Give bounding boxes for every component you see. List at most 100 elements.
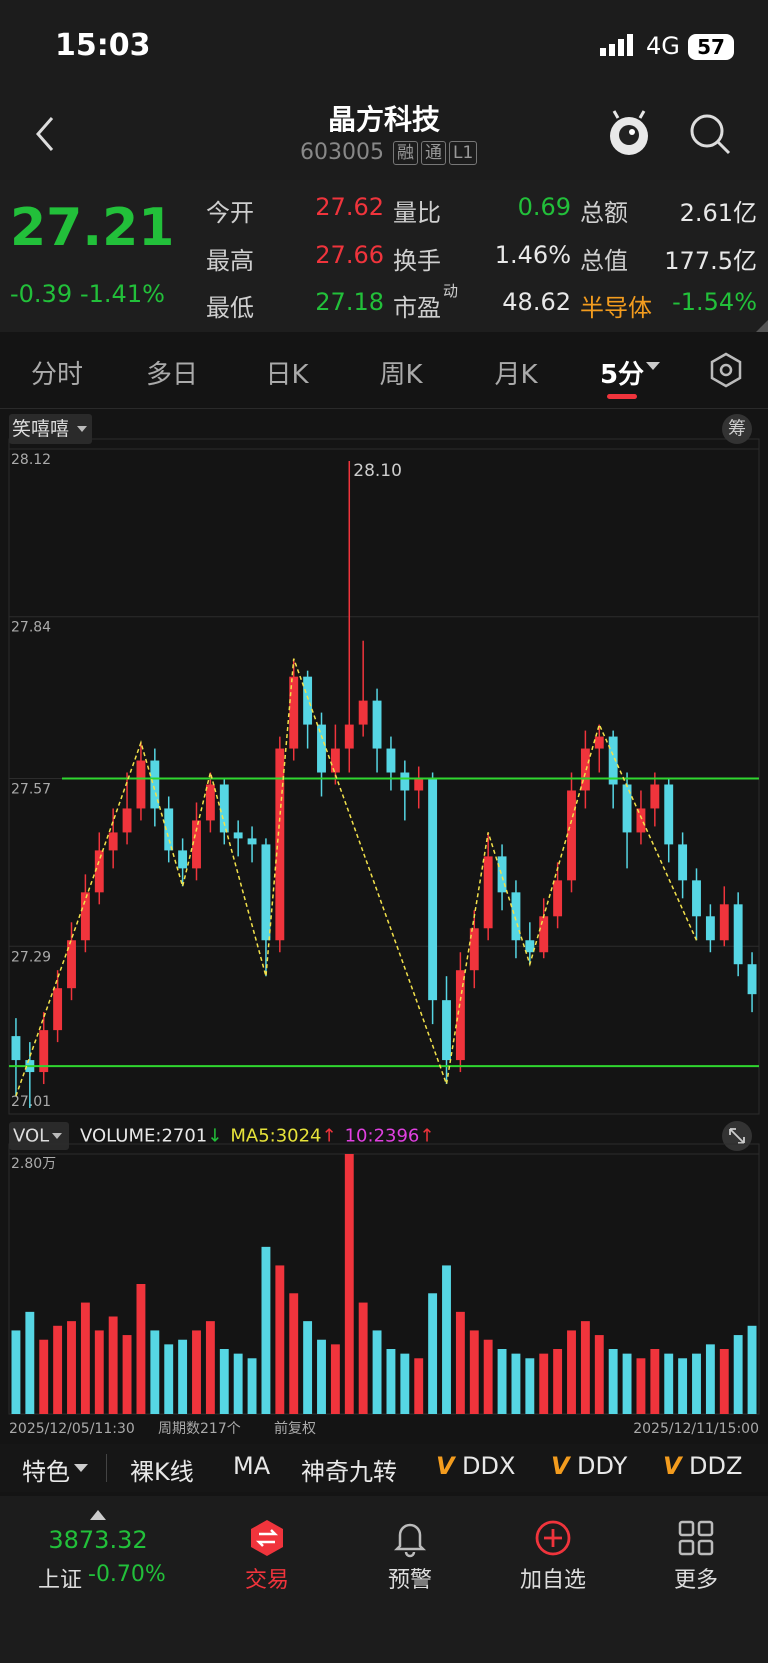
volume-bar — [733, 1335, 743, 1414]
indicator-select[interactable] — [9, 414, 92, 444]
volume-bar — [358, 1302, 368, 1414]
nav-label[interactable]: 加自选 — [519, 1568, 586, 1593]
volume-bar — [247, 1358, 257, 1414]
indicator[interactable]: DDX — [462, 1452, 516, 1480]
nav-label[interactable]: 交易 — [244, 1568, 289, 1593]
corner-mark — [756, 320, 768, 332]
volume-bar — [525, 1358, 535, 1414]
candle-body — [664, 784, 674, 845]
field-value: 2.61亿 — [679, 199, 757, 227]
nav-icon[interactable] — [676, 1518, 716, 1558]
candle-body — [67, 940, 76, 989]
indicator[interactable]: DDY — [577, 1452, 628, 1480]
candle-body — [11, 1036, 21, 1061]
field-label-sup: 动 — [443, 282, 459, 300]
nav-icon[interactable] — [247, 1518, 287, 1558]
tag: 通 — [421, 141, 446, 165]
field-label: 换手 — [393, 247, 441, 275]
back-button[interactable] — [30, 114, 60, 154]
indicator-icon: V — [551, 1452, 570, 1480]
indicator[interactable]: 神奇九转 — [301, 1458, 397, 1486]
volume-bar — [261, 1246, 271, 1414]
candle-body — [372, 700, 382, 749]
adjust-mode: 前复权 — [274, 1420, 316, 1437]
volume-bar — [275, 1265, 285, 1414]
field-label: 总值 — [580, 247, 628, 275]
volume-bar — [317, 1339, 326, 1414]
nav-icon[interactable] — [390, 1518, 430, 1558]
candle-body — [636, 808, 646, 833]
candle-body — [178, 850, 188, 869]
indicator-caret — [74, 1464, 88, 1472]
candle-body — [580, 748, 590, 791]
candle-body — [261, 844, 271, 941]
tab[interactable]: 周K — [379, 360, 423, 390]
candle-body — [108, 832, 118, 851]
search-icon[interactable] — [688, 112, 732, 156]
volume-bar — [650, 1349, 660, 1414]
volume-bar — [608, 1349, 618, 1414]
tag: 融 — [393, 141, 418, 165]
volume-bar — [400, 1353, 410, 1414]
vol-legend: 10:2396 — [345, 1126, 420, 1147]
volume-bar — [94, 1330, 104, 1414]
indicator[interactable]: 裸K线 — [130, 1458, 194, 1486]
field-value: 177.5亿 — [664, 247, 757, 275]
bottom-nav — [0, 1496, 768, 1663]
candle-body — [414, 778, 424, 791]
candle-body — [608, 736, 618, 785]
volume-bar — [636, 1358, 646, 1414]
field-value: 1.46% — [494, 241, 571, 269]
volume-bar — [219, 1349, 229, 1414]
change-percent: -1.41% — [80, 280, 165, 308]
candle-body — [303, 676, 313, 725]
vol-tick-label: 2.80万 — [11, 1156, 56, 1172]
settings-icon[interactable] — [708, 352, 744, 388]
volume-bar — [719, 1349, 729, 1414]
indicator[interactable]: MA — [233, 1452, 271, 1480]
volume-bar — [622, 1353, 632, 1414]
field-label: 半导体 — [580, 294, 652, 322]
indicator[interactable]: 特色 — [22, 1458, 70, 1486]
volume-bar — [553, 1349, 563, 1414]
indicator[interactable]: DDZ — [689, 1452, 743, 1480]
candle-body — [136, 760, 146, 809]
volume-bar — [497, 1349, 507, 1414]
index-value[interactable]: 3873.32 — [48, 1526, 148, 1554]
index-name: 上证 — [38, 1568, 83, 1593]
vol-select[interactable] — [9, 1122, 69, 1150]
nav-label[interactable]: 预警 — [387, 1568, 432, 1593]
tab-caret — [646, 362, 660, 370]
volume-bar — [469, 1330, 479, 1414]
mascot-icon[interactable] — [604, 108, 654, 160]
candle-body — [344, 724, 354, 749]
nav-label[interactable]: 更多 — [673, 1568, 718, 1593]
field-label: 总额 — [580, 199, 628, 227]
candle-body — [733, 904, 743, 965]
change: -0.39 — [10, 280, 73, 308]
field-value: 27.62 — [315, 193, 384, 221]
tags: 融通 L1 — [393, 141, 478, 165]
volume-bar — [511, 1353, 521, 1414]
candle-body — [511, 892, 521, 941]
tab[interactable]: 多日 — [145, 360, 198, 390]
indicator-divider — [106, 1454, 107, 1482]
nav-icon[interactable] — [533, 1518, 573, 1558]
candle-body — [455, 970, 465, 1061]
field-label: 最低 — [206, 294, 254, 322]
chip-button[interactable] — [722, 414, 752, 444]
volume-bar — [539, 1353, 549, 1414]
candle-body — [719, 904, 729, 941]
expand-icon — [729, 1128, 745, 1144]
field-value: -1.54% — [672, 288, 757, 316]
tab[interactable]: 分时 — [30, 360, 83, 390]
volume-bar — [455, 1311, 465, 1414]
candle-body — [469, 928, 479, 971]
volume-bar — [205, 1321, 215, 1414]
date-end: 2025/12/11/15:00 — [633, 1421, 759, 1437]
tab[interactable]: 5分 — [599, 360, 645, 390]
candle-body — [400, 772, 410, 791]
tab[interactable]: 日K — [265, 360, 309, 390]
tab[interactable]: 月K — [494, 360, 538, 390]
